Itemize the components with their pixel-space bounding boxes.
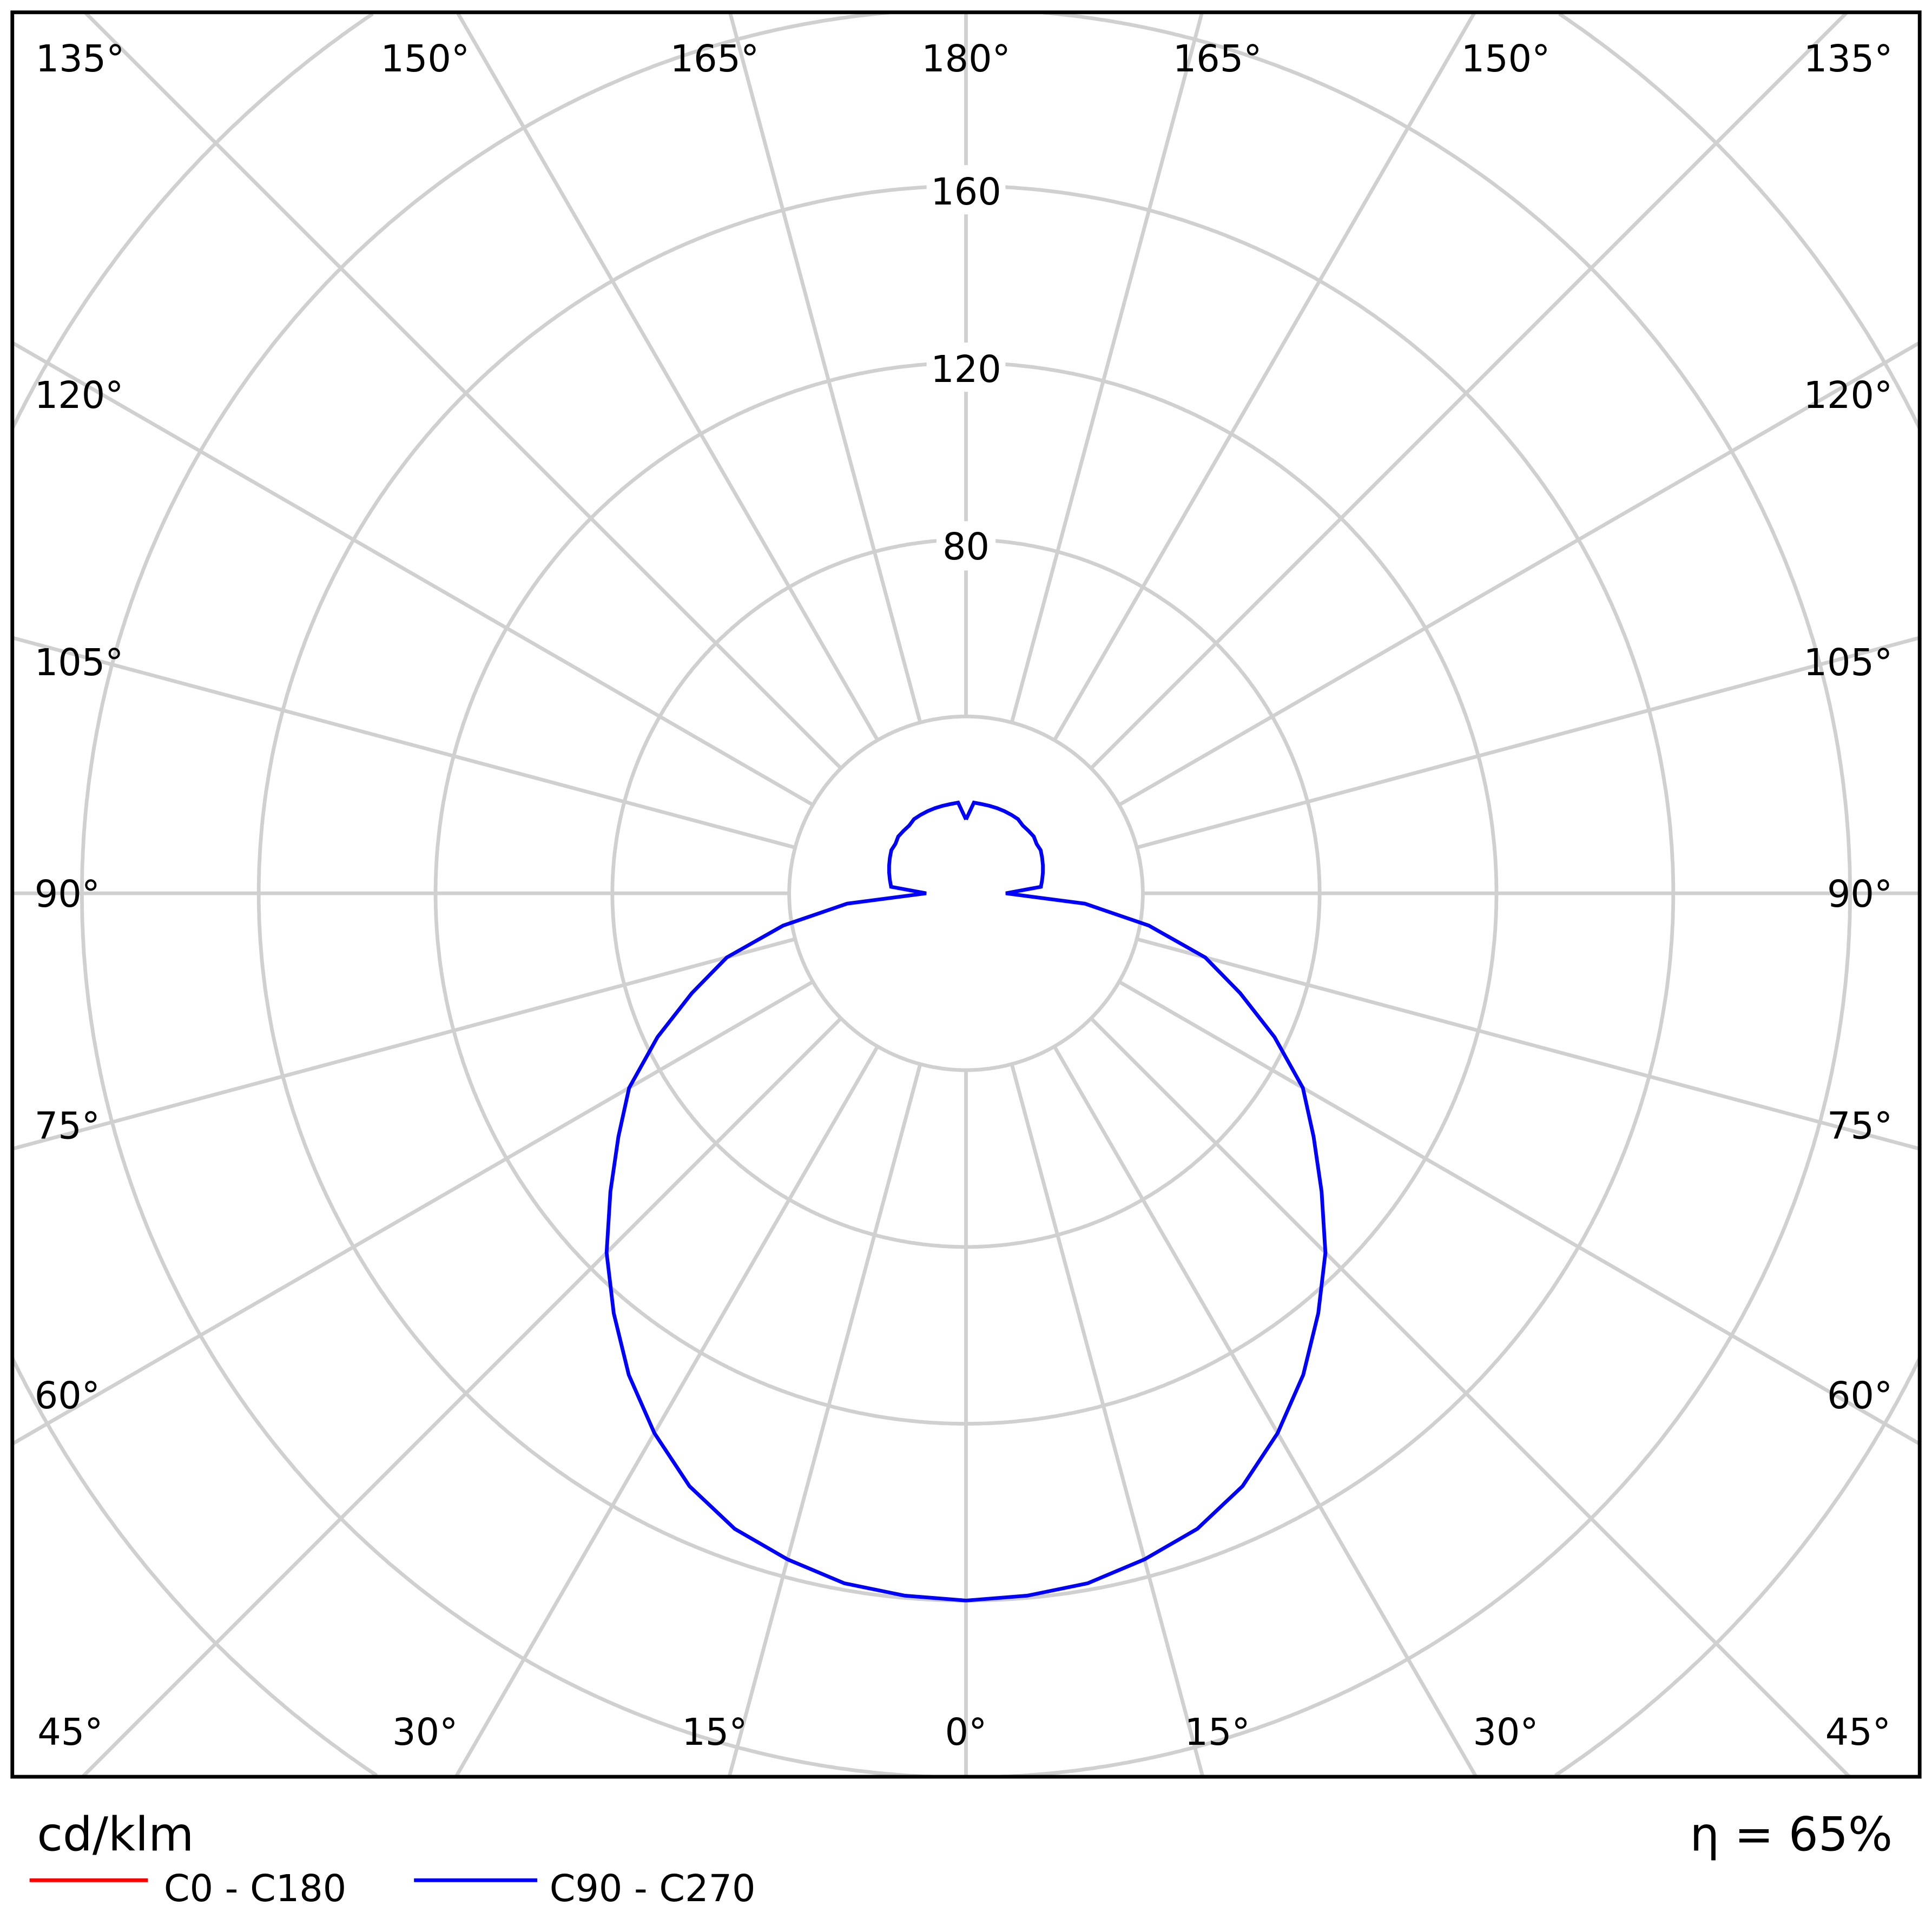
angle-label: 105° [35,642,124,684]
angle-label: 60° [1827,1375,1893,1417]
radial-tick-160: 160 [931,171,1001,214]
grid-ring [80,10,1852,1779]
angle-label: 15° [682,1711,747,1754]
angle-label: 165° [670,38,760,81]
angle-label: 150° [1461,38,1551,81]
series-c90-c270-line [604,800,1328,1603]
chart-frame [10,10,1922,1779]
angle-label: 120° [1804,374,1893,417]
grid-spoke [1118,980,1921,1446]
angle-label: 135° [1804,38,1893,81]
angle-label: 75° [35,1105,100,1148]
angle-label: 45° [1825,1711,1891,1754]
angle-label: 75° [1827,1105,1893,1148]
grid-spoke [1010,1063,1205,1777]
grid-spoke [727,1063,922,1777]
angle-label: 120° [35,374,124,417]
angle-label: 150° [380,38,470,81]
angle-labels: 135° 150° 165° 180° 165° 150° 135° 120° … [35,38,1893,1754]
grid-spoke [83,11,842,770]
grid-spoke [11,341,814,807]
grid-spoke [1052,1045,1478,1778]
grid-ring [10,12,1922,1777]
legend-label-c0-c180: C0 - C180 [164,1868,346,1910]
polar-grid [10,10,1922,1779]
grid-spoke [11,937,796,1151]
angle-label: 60° [35,1375,100,1417]
radial-tick-120: 120 [931,348,1001,391]
grid-spoke [456,11,880,741]
radial-tick-80: 80 [942,526,990,569]
grid-spoke [1136,937,1921,1151]
legend-label-c90-c270: C90 - C270 [550,1868,756,1910]
grid-spoke [1052,11,1476,741]
unit-label: cd/klm [37,1808,194,1862]
grid-spoke [1136,636,1921,849]
grid-spoke [1090,1017,1851,1778]
angle-label: 165° [1173,38,1262,81]
angle-label: 105° [1804,642,1893,684]
grid-spoke [81,1017,842,1778]
legend: C0 - C180 C90 - C270 [29,1868,756,1910]
grid-spoke [11,980,814,1446]
grid-spoke [1010,11,1204,723]
angle-label: 15° [1185,1711,1250,1754]
angle-label: 45° [37,1711,103,1754]
radial-tick-labels: 160 120 80 [926,165,1006,571]
efficiency-label: η = 65% [1690,1808,1893,1862]
grid-spoke [728,11,922,723]
grid-spoke [11,636,796,849]
grid-spoke [1118,341,1921,807]
angle-label: 90° [35,873,100,916]
angle-label: 135° [36,38,125,81]
angle-label: 180° [921,38,1011,81]
angle-label: 0° [945,1711,987,1754]
angle-label: 30° [392,1711,458,1754]
grid-spoke [1090,11,1849,770]
angle-label: 30° [1473,1711,1538,1754]
grid-spoke [454,1045,880,1778]
grid-ring [787,714,1145,1072]
angle-label: 90° [1827,873,1893,916]
